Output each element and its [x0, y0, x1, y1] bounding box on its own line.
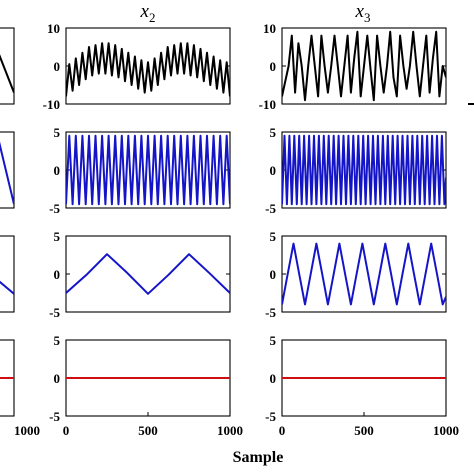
y-tick-label: 0 [270, 371, 277, 386]
panel-row2-x3: -5 0 5 [265, 125, 447, 216]
y-tick-label: 0 [54, 59, 61, 74]
x-axis-label: Sample [233, 449, 284, 466]
series-line [282, 134, 446, 206]
x-tick-label: 1000 [217, 423, 243, 438]
panel-row1-x2: -10 0 10 [43, 21, 231, 112]
y-tick-label: 0 [270, 267, 277, 282]
y-tick-label: 5 [270, 229, 277, 244]
y-tick-label: -10 [43, 97, 60, 112]
panel-row3-x3: -5 0 5 [265, 229, 447, 320]
series-line [0, 54, 14, 93]
axes-frame [0, 27, 15, 105]
edge-fragment-mark [468, 103, 474, 105]
edge-fragment [468, 103, 474, 105]
y-tick-label: -5 [265, 305, 276, 320]
y-tick-label: -5 [49, 409, 60, 424]
y-tick-label: 10 [47, 21, 60, 36]
y-tick-label: 10 [263, 21, 276, 36]
y-tick-label: 0 [270, 163, 277, 178]
y-tick-label: 0 [270, 59, 277, 74]
y-tick-label: 5 [54, 229, 61, 244]
x-tick-label: 500 [138, 423, 158, 438]
y-tick-label: 5 [270, 333, 277, 348]
x-tick-label: 1000 [433, 423, 459, 438]
panel-row2-x1-partial [0, 131, 15, 209]
x-tick-label: 500 [354, 423, 374, 438]
y-tick-label: 0 [54, 163, 61, 178]
axes-frame [0, 235, 15, 313]
column-title-x3: x3 [355, 1, 371, 25]
series-line [0, 141, 14, 205]
column-title-x2: x2 [140, 1, 156, 25]
panel-row4-x1-partial: 1000 [0, 339, 40, 438]
series-line [66, 134, 230, 206]
panel-row3-x1-partial [0, 235, 15, 313]
panel-row1-x1-partial [0, 27, 15, 105]
panel-row2-x2: -5 0 5 [49, 125, 231, 216]
axes-frame [65, 235, 231, 313]
y-tick-label: -5 [49, 305, 60, 320]
y-tick-label: -10 [259, 97, 276, 112]
y-tick-label: -5 [265, 409, 276, 424]
series-line [66, 42, 230, 97]
x-tick-label: 0 [279, 423, 286, 438]
series-line [66, 253, 230, 295]
panel-row1-x3: -10 0 10 [259, 21, 447, 112]
y-tick-label: 5 [270, 125, 277, 140]
y-tick-label: 0 [54, 371, 61, 386]
x-tick-label: 0 [63, 423, 70, 438]
column-titles: x2 x3 [140, 1, 371, 25]
series-line [0, 280, 14, 295]
series-line [282, 242, 446, 306]
y-tick-label: 5 [54, 333, 61, 348]
y-tick-label: 0 [54, 267, 61, 282]
y-tick-label: -5 [265, 201, 276, 216]
y-tick-label: 5 [54, 125, 61, 140]
y-tick-label: -5 [49, 201, 60, 216]
panel-row3-x2: -5 0 5 [49, 229, 231, 320]
series-line [282, 30, 446, 102]
axes-frame [0, 131, 15, 209]
x-tick-label: 1000 [14, 423, 40, 438]
